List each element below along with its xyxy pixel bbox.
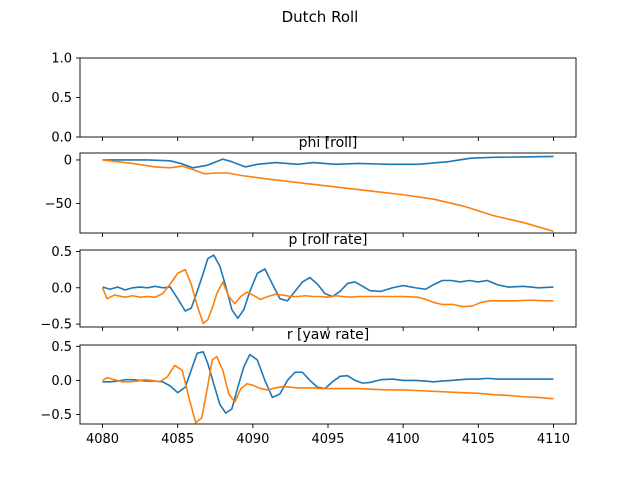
subplot-phi: 0 −50 phi [roll]	[45, 135, 577, 237]
p-axes-frame	[79, 249, 577, 328]
phi-y-tick-label: 0	[64, 153, 72, 168]
r-x-tick-label: 4095	[311, 432, 344, 447]
figure-title: Dutch Roll	[282, 8, 359, 26]
r-x-tick-label: 4090	[236, 432, 269, 447]
r-subplot-title: r [yaw rate]	[287, 327, 369, 343]
r-y-tick-label: 0.0	[51, 374, 72, 389]
r-x-tick-label: 4105	[462, 432, 495, 447]
subplots: 0.0 0.5 1.0 0 −50 phi [roll] 0.5 0.0 −0.5 p [roll…	[40, 52, 577, 447]
empty-y-tick-label: 0.5	[51, 91, 72, 106]
subplot-p: 0.5 0.0 −0.5 p [roll rate]	[40, 232, 577, 333]
p-y-tick-label: 0.0	[51, 281, 72, 296]
r-series-1-line	[102, 351, 554, 414]
p-subplot-title: p [roll rate]	[289, 232, 368, 248]
subplot-r: 0.5 0.0 −0.5 4080 4085 4090 4095 4100 4105 4110 r …	[40, 327, 577, 447]
r-y-tick-label: −0.5	[40, 408, 72, 423]
phi-axes-frame	[79, 152, 577, 234]
p-series-1-line	[102, 254, 554, 320]
r-series-2-line	[102, 355, 554, 424]
r-y-tick-label: 0.5	[51, 340, 72, 355]
phi-subplot-title: phi [roll]	[299, 135, 358, 151]
p-y-tick-label: −0.5	[40, 318, 72, 333]
subplot-empty: 0.0 0.5 1.0	[51, 52, 577, 146]
phi-series-1-line	[102, 155, 554, 169]
phi-y-tick-label: −50	[45, 197, 72, 212]
r-x-tick-label: 4085	[161, 432, 194, 447]
p-series-2-line	[101, 268, 554, 325]
phi-series-2-line	[102, 159, 554, 233]
empty-axes-frame	[79, 57, 577, 138]
p-y-tick-label: 0.5	[51, 245, 72, 260]
r-x-tick-label: 4100	[387, 432, 420, 447]
empty-y-tick-label: 0.0	[51, 131, 72, 146]
r-x-tick-label: 4080	[86, 432, 119, 447]
r-axes-frame	[79, 344, 577, 425]
empty-y-tick-label: 1.0	[51, 52, 72, 67]
r-x-tick-label: 4110	[537, 432, 570, 447]
